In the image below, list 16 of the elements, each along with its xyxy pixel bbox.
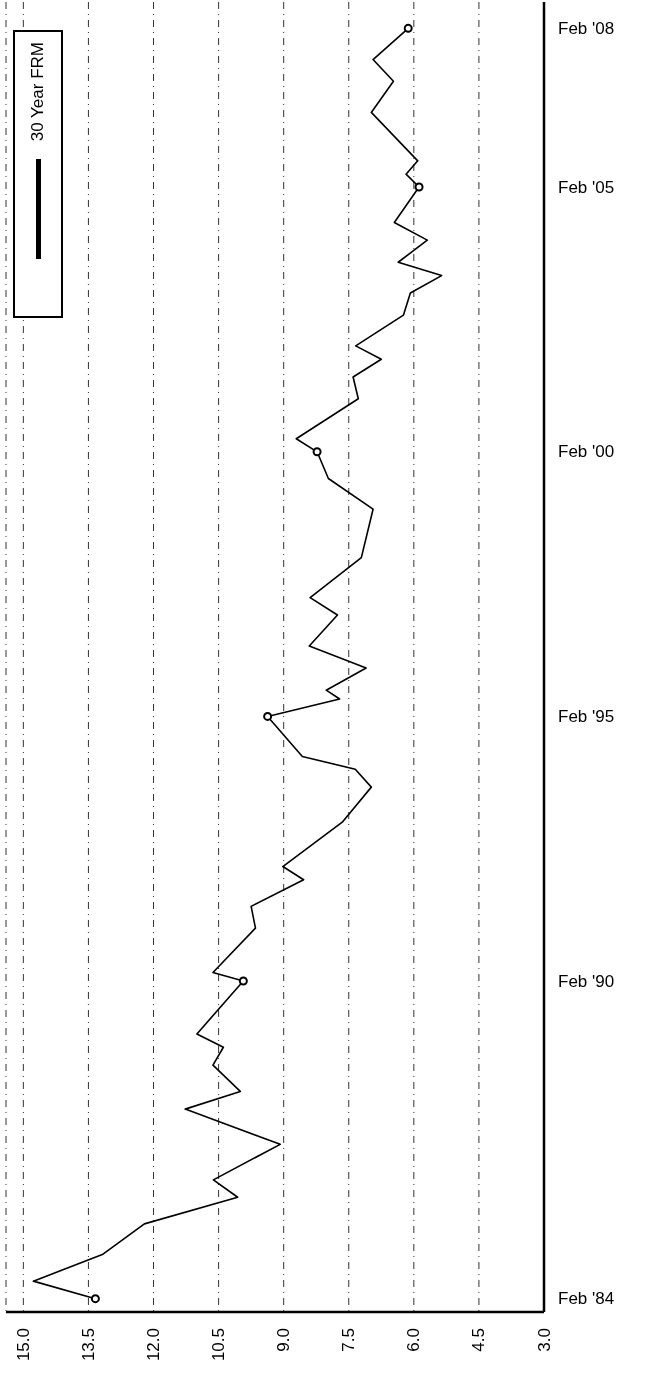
y-tick-label: Feb '08	[558, 18, 615, 38]
x-tick-label: 13.5	[78, 1328, 98, 1362]
x-tick-label: 4.5	[469, 1328, 489, 1352]
y-tick-label: Feb '95	[558, 706, 615, 726]
y-tick-label: Feb '84	[558, 1289, 615, 1309]
legend-box: 30 Year FRM	[13, 30, 63, 318]
x-tick-label: 15.0	[13, 1328, 33, 1362]
x-tick-label: 6.0	[404, 1328, 424, 1352]
x-tick-label: 12.0	[144, 1328, 164, 1362]
x-tick-label: 9.0	[274, 1328, 294, 1352]
x-tick-label: 7.5	[339, 1328, 359, 1352]
y-tick-label: Feb '00	[558, 442, 615, 462]
y-tick-label: Feb '90	[558, 971, 615, 991]
x-tick-label: 10.5	[209, 1328, 229, 1362]
x-tick-label: 3.0	[534, 1328, 554, 1352]
y-tick-label: Feb '05	[558, 177, 615, 197]
